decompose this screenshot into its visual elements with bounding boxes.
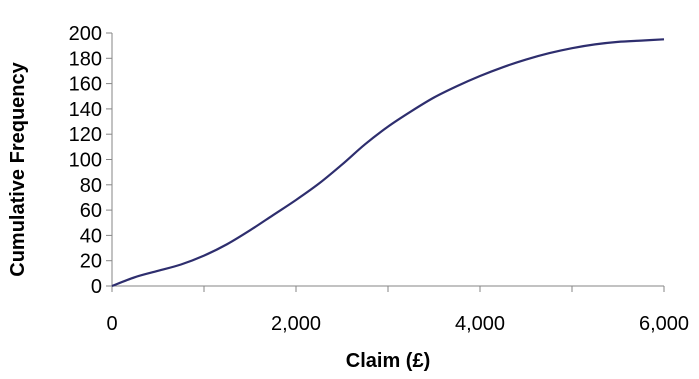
y-tick-label: 60 (80, 200, 102, 222)
y-tick-label: 120 (69, 124, 102, 146)
series-group (111, 38, 665, 288)
y-tick-label: 160 (69, 74, 102, 96)
x-axis-title: Claim (£) (346, 350, 430, 372)
y-tick-label: 100 (69, 150, 102, 172)
y-axis-title: Cumulative Frequency (7, 61, 29, 276)
y-tick-label: 180 (69, 48, 102, 70)
y-axis: 0 20 40 60 80 100 120 140 160 180 200 (69, 23, 113, 298)
x-tick-label: 2,000 (271, 313, 321, 335)
series-line (111, 38, 665, 288)
y-tick-label: 80 (80, 175, 102, 197)
y-tick-label: 0 (91, 276, 102, 298)
y-tick-label: 40 (80, 225, 102, 247)
x-tick-label: 6,000 (639, 313, 689, 335)
x-tick-label: 0 (106, 313, 117, 335)
y-tick-label: 20 (80, 251, 102, 273)
y-tick-label: 200 (69, 23, 102, 45)
x-tick-label: 4,000 (455, 313, 505, 335)
x-axis: 0 2,000 4,000 6,000 (106, 285, 689, 335)
y-tick-label: 140 (69, 99, 102, 121)
